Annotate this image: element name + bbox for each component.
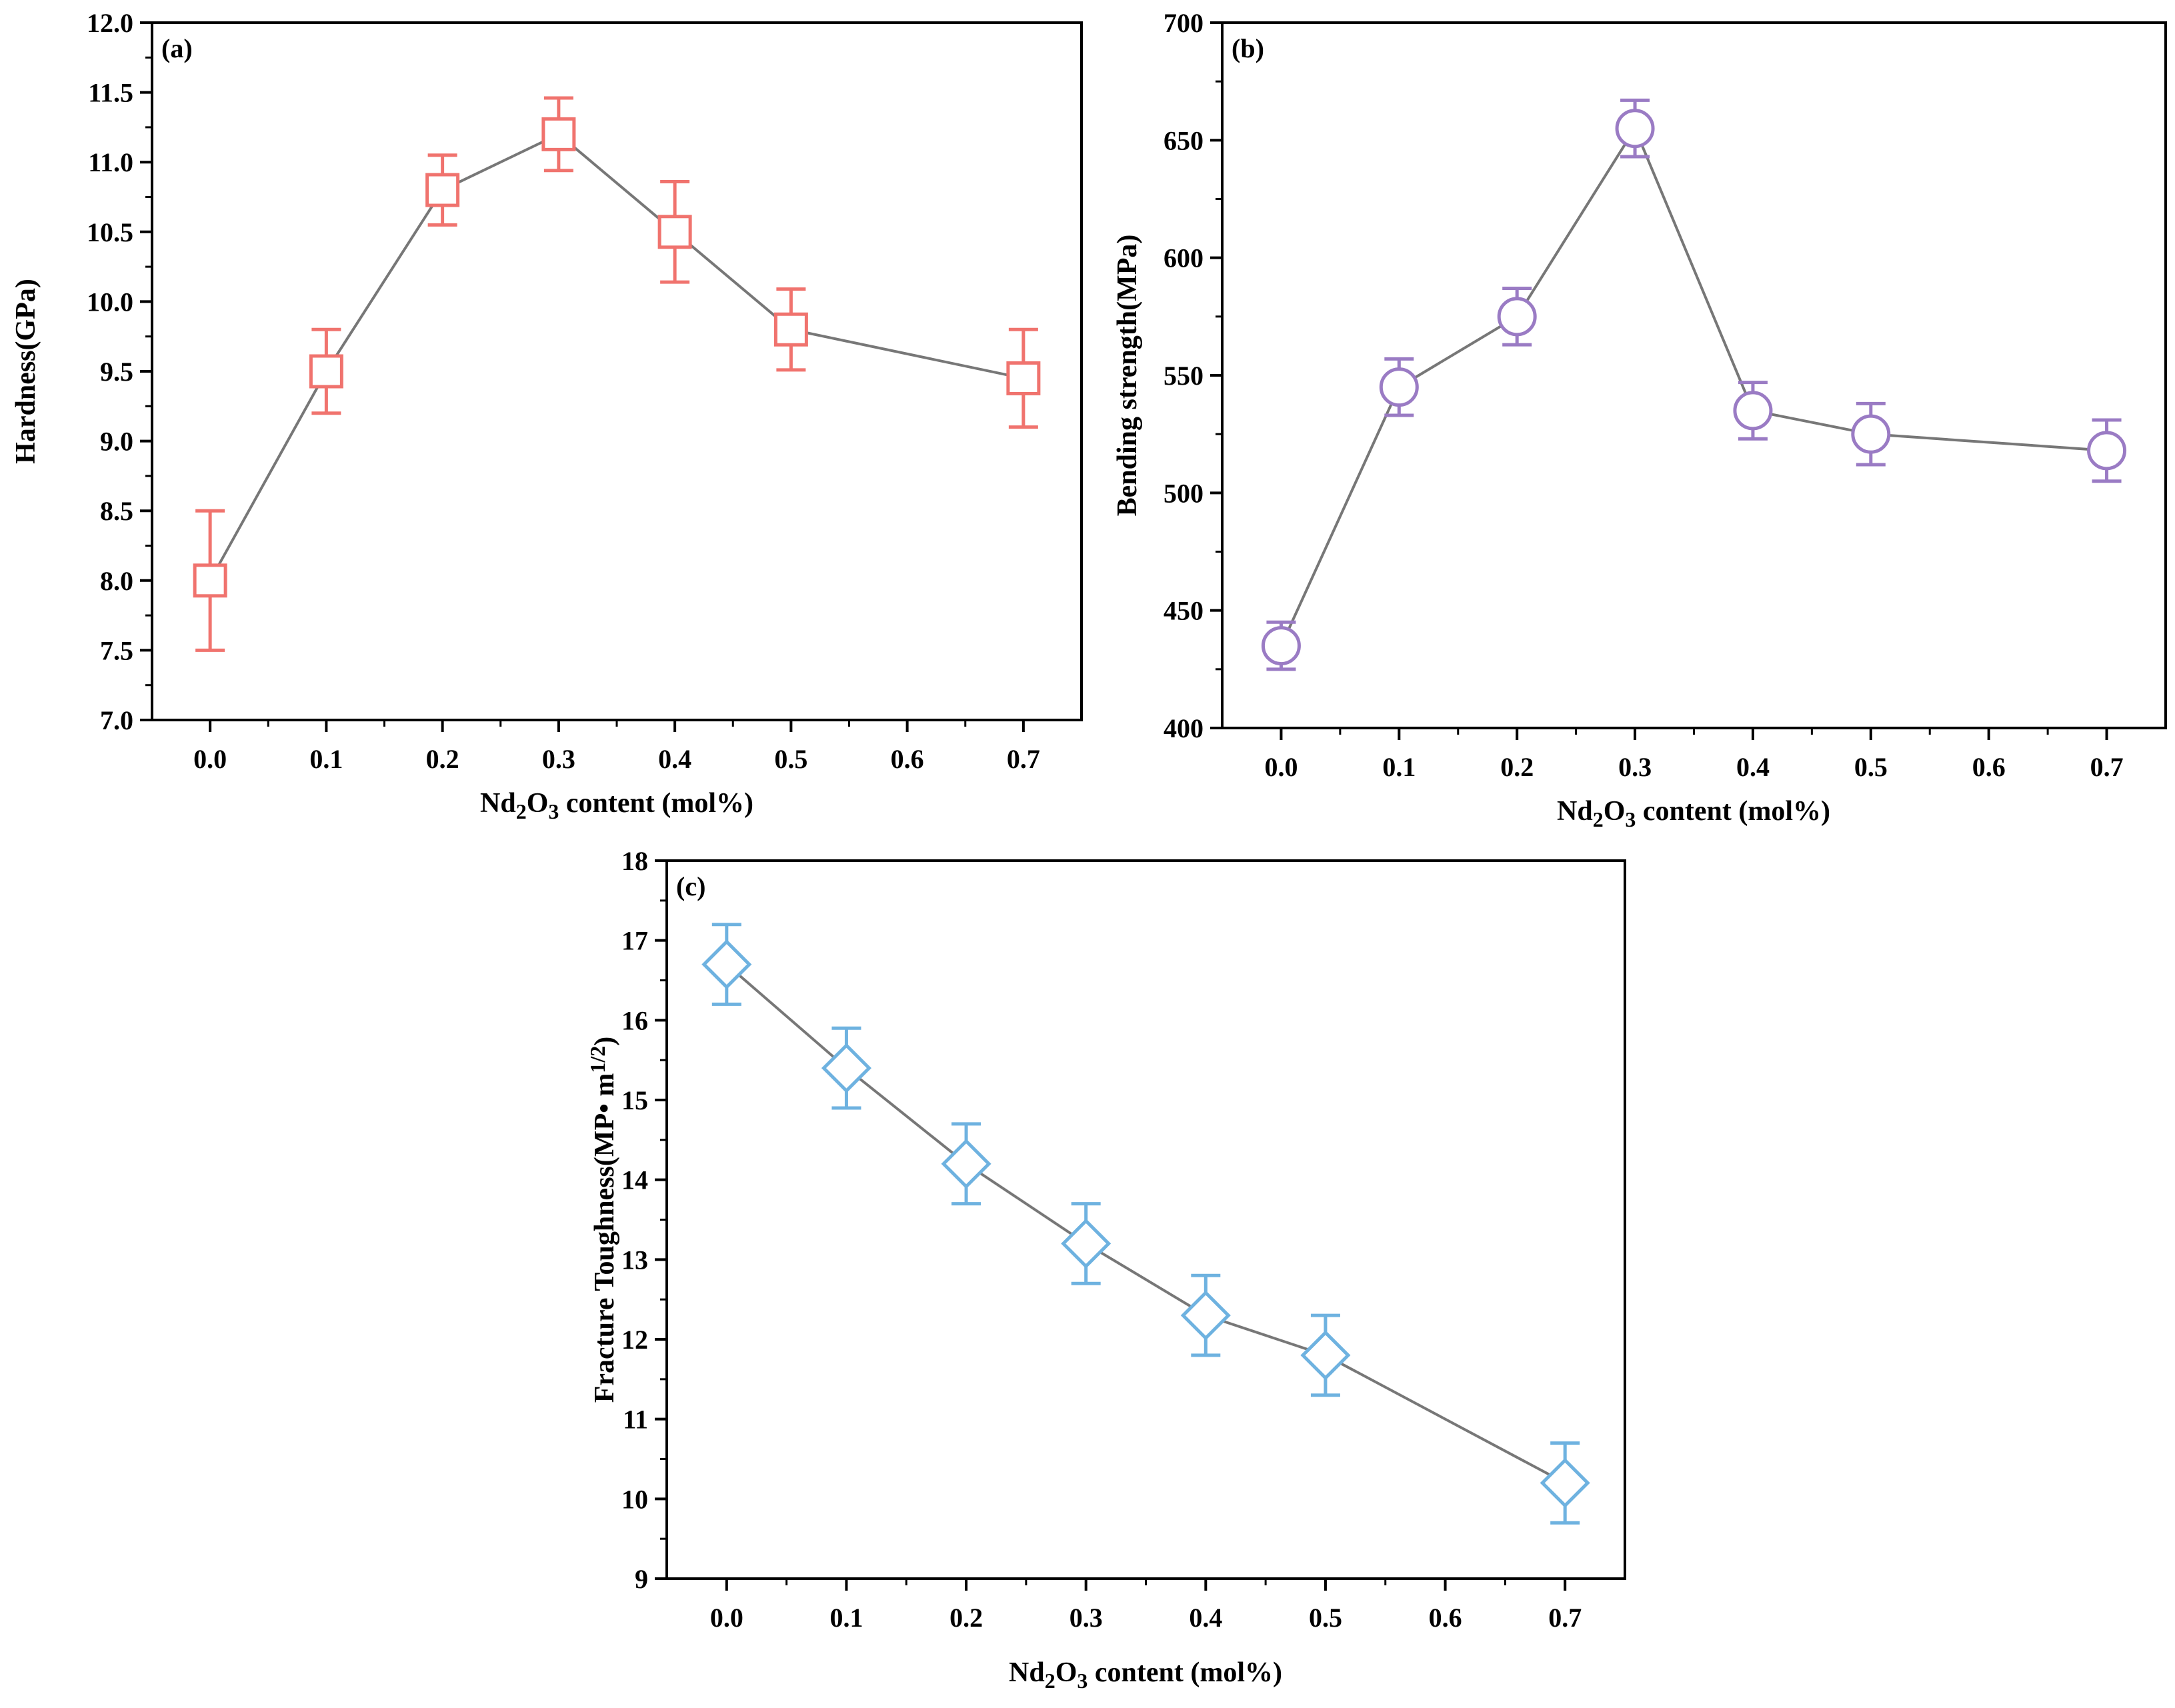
data-point — [1497, 297, 1537, 337]
y-tick-label: 18 — [621, 846, 648, 876]
data-point — [1615, 109, 1655, 149]
series-line — [725, 963, 1566, 1485]
y-tick-label: 650 — [1164, 125, 1204, 155]
x-axis-title: Nd2O3 content (mol%) — [1009, 1657, 1282, 1693]
data-point — [1379, 367, 1419, 407]
y-tick-label: 7.0 — [100, 705, 133, 735]
x-tick-label: 0.2 — [1500, 752, 1534, 782]
x-tick-label: 0.3 — [1618, 752, 1652, 782]
y-tick-label: 11.0 — [88, 147, 133, 177]
y-tick-label: 16 — [621, 1005, 648, 1035]
y-tick-label: 13 — [621, 1245, 648, 1275]
data-point — [657, 215, 692, 249]
x-tick-label: 0.2 — [426, 744, 459, 774]
x-tick-label: 0.4 — [658, 744, 691, 774]
y-tick-label: 17 — [621, 926, 648, 956]
y-tick-label: 7.5 — [100, 635, 133, 665]
data-point — [701, 939, 752, 990]
x-tick-label: 0.6 — [1429, 1603, 1462, 1633]
data-point — [1540, 1457, 1590, 1508]
plot-frame — [1221, 21, 2167, 729]
y-tick-label: 400 — [1164, 713, 1204, 743]
y-tick-label: 12 — [621, 1325, 648, 1355]
plot-frame — [665, 859, 1626, 1580]
data-point — [1006, 361, 1041, 395]
plot-frame — [151, 21, 1083, 721]
data-point — [1851, 414, 1891, 454]
y-tick-label: 11 — [623, 1405, 648, 1435]
x-tick-label: 0.3 — [1069, 1603, 1103, 1633]
data-point — [425, 173, 460, 207]
x-tick-label: 0.5 — [1854, 752, 1888, 782]
y-tick-label: 8.0 — [100, 566, 133, 596]
y-tick-label: 10 — [621, 1484, 648, 1514]
x-tick-label: 0.0 — [193, 744, 227, 774]
y-tick-label: 10.5 — [87, 217, 133, 247]
data-point — [309, 354, 343, 389]
data-point — [773, 312, 808, 347]
data-point — [1300, 1330, 1351, 1381]
data-point — [1180, 1290, 1231, 1341]
y-tick-label: 500 — [1164, 478, 1204, 508]
y-tick-label: 600 — [1164, 243, 1204, 273]
x-tick-label: 0.5 — [1309, 1603, 1342, 1633]
x-tick-label: 0.1 — [309, 744, 343, 774]
x-tick-label: 0.7 — [1007, 744, 1040, 774]
y-tick-label: 550 — [1164, 361, 1204, 391]
y-tick-label: 9.5 — [100, 357, 133, 387]
data-point — [193, 563, 227, 598]
x-tick-label: 0.1 — [1382, 752, 1416, 782]
x-tick-label: 0.2 — [949, 1603, 983, 1633]
x-tick-label: 0.6 — [891, 744, 924, 774]
x-tick-label: 0.7 — [2090, 752, 2124, 782]
x-tick-label: 0.0 — [1264, 752, 1298, 782]
x-axis-title: Nd2O3 content (mol%) — [1557, 796, 1830, 831]
panel-label: (a) — [161, 33, 193, 63]
y-tick-label: 8.5 — [100, 496, 133, 526]
y-tick-label: 12.0 — [87, 8, 133, 38]
data-point — [1733, 391, 1773, 431]
y-tick-label: 9.0 — [100, 427, 133, 457]
x-axis-title: Nd2O3 content (mol%) — [480, 788, 753, 823]
y-axis-title: Hardness(GPa) — [11, 279, 41, 464]
x-tick-label: 0.5 — [774, 744, 807, 774]
chart-panel-c: 9 10 11 12 13 14 15 16 17 18 0.0 0.1 0.2 0.3 0.4 0.5 0.6… — [585, 846, 1626, 1693]
y-tick-label: 700 — [1164, 8, 1204, 38]
y-axis-title: Fracture Toughness(MP• m1/2) — [585, 1037, 620, 1403]
data-point — [1261, 626, 1301, 666]
y-tick-label: 11.5 — [88, 78, 133, 108]
x-tick-label: 0.4 — [1189, 1603, 1222, 1633]
data-point — [1061, 1218, 1112, 1269]
y-tick-label: 15 — [621, 1085, 648, 1115]
y-tick-label: 14 — [621, 1165, 648, 1195]
panel-label: (b) — [1232, 33, 1264, 63]
x-tick-label: 0.0 — [710, 1603, 743, 1633]
y-tick-label: 10.0 — [87, 287, 133, 317]
y-tick-label: 450 — [1164, 596, 1204, 626]
x-tick-label: 0.4 — [1736, 752, 1770, 782]
data-point — [2087, 431, 2127, 471]
y-axis-title: Bending strength(MPa) — [1112, 235, 1143, 517]
x-tick-label: 0.1 — [829, 1603, 863, 1633]
y-tick-label: 9 — [635, 1564, 648, 1594]
chart-panel-a: 7.0 7.5 8.0 8.5 9.0 9.5 10.0 10.5 11.0 11.5 12.0 0.… — [11, 8, 1083, 823]
chart-panel-b: 400 450 500 550 600 650 700 0.0 0.1 0.2 0.3 0.4 0.5 0… — [1112, 8, 2167, 831]
panel-label: (c) — [676, 871, 705, 901]
x-tick-label: 0.7 — [1548, 1603, 1582, 1633]
x-tick-label: 0.3 — [542, 744, 575, 774]
x-tick-label: 0.6 — [1972, 752, 2006, 782]
data-point — [941, 1139, 991, 1189]
data-point — [541, 117, 576, 151]
data-point — [821, 1043, 871, 1093]
